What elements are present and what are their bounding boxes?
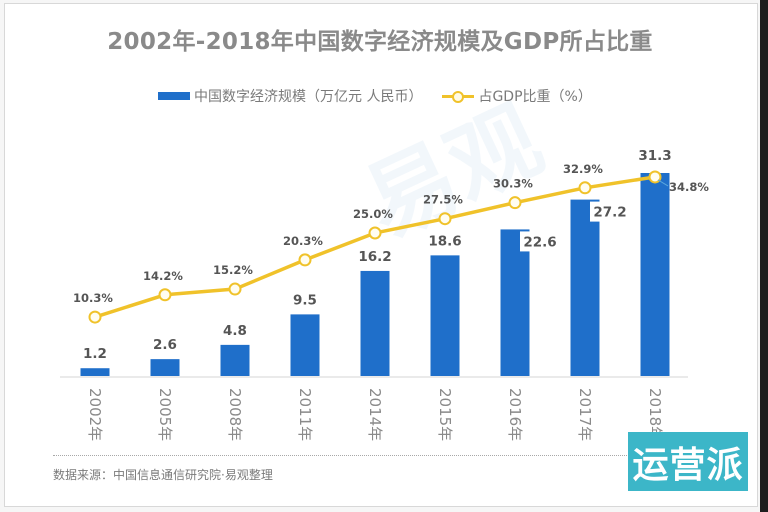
line-value-label: 10.3%: [73, 291, 113, 305]
line-point-2008年: [228, 282, 242, 296]
bar-value-label: 31.3: [638, 148, 671, 164]
bar-2011年: [290, 314, 320, 376]
line-point-2005年: [158, 288, 172, 302]
bar-2018年: [640, 173, 670, 376]
line-value-label: 25.0%: [353, 207, 393, 221]
legend-bar-swatch: [158, 92, 190, 100]
chart-frame: [4, 3, 758, 507]
line-point-2016年: [508, 196, 522, 210]
bar-2015年: [430, 255, 460, 376]
line-value-label: 20.3%: [283, 234, 323, 248]
line-point-2017年: [578, 181, 592, 195]
bar-value-label: 18.6: [428, 233, 461, 249]
x-tick-label: 2005年: [156, 388, 174, 441]
bar-label-bg: [590, 201, 630, 222]
bar-labels: 1.2 2.6 4.8 9.5 16.2 18.6 22.6 27.2 31.3: [83, 148, 672, 362]
x-tick-label: 2002年: [86, 388, 104, 441]
legend-line-label: 占GDP比重（%）: [478, 89, 592, 105]
legend-line-swatch: [442, 89, 475, 103]
bar-value-label: 16.2: [358, 249, 391, 265]
line-markers: [88, 170, 662, 324]
line-point-2015年: [438, 212, 452, 226]
bar-value-label: 1.2: [83, 346, 107, 362]
line-value-label: 30.3%: [493, 177, 533, 191]
bar-2005年: [150, 359, 180, 376]
chart-title: 2002年-2018年中国数字经济规模及GDP所占比重: [107, 29, 653, 55]
x-tick-label: 2011年: [296, 388, 314, 441]
bar-label-bg: [520, 231, 560, 252]
footer-divider: [53, 455, 693, 456]
line-value-label: 32.9%: [563, 162, 603, 176]
line-value-label: 14.2%: [143, 269, 183, 283]
line-labels: 10.3% 14.2% 15.2% 20.3% 25.0% 27.5% 30.3% 32.9%…: [73, 162, 709, 305]
bar-value-label: 4.8: [223, 323, 247, 339]
x-tick-label: 2018年: [646, 388, 664, 441]
line-point-2018年: [648, 170, 662, 184]
line-point-2014年: [368, 226, 382, 240]
bar-value-label: 2.6: [153, 337, 177, 353]
x-tick-label: 2014年: [366, 388, 384, 441]
legend: 中国数字经济规模（万亿元 人民币） 占GDP比重（%）: [158, 86, 592, 106]
leader-line: [657, 179, 669, 187]
line-value-label: 34.8%: [669, 180, 709, 194]
bar-2016年: [500, 229, 530, 376]
x-tick-labels: 2002年 2005年 2008年 2011年 2014年 2015年 2016年 2017年…: [86, 388, 664, 441]
bar-2008年: [220, 344, 250, 376]
x-tick-label: 2017年: [576, 388, 594, 441]
bar-series: [80, 173, 670, 376]
x-tick-label: 2015年: [436, 388, 454, 441]
legend-bar-label: 中国数字经济规模（万亿元 人民币）: [194, 89, 423, 105]
bar-value-label: 22.6: [523, 234, 556, 250]
brand-logo: 运营派: [628, 432, 748, 491]
line-value-label: 15.2%: [213, 263, 253, 277]
x-tick-label: 2008年: [226, 388, 244, 441]
x-tick-label: 2016年: [506, 388, 524, 441]
bar-2002年: [80, 368, 110, 376]
bar-2017年: [570, 199, 600, 376]
bar-value-label: 9.5: [293, 292, 317, 308]
bar-value-label: 27.2: [593, 205, 626, 221]
bar-2014年: [360, 270, 390, 376]
line-value-label: 27.5%: [423, 193, 463, 207]
data-source-note: 数据来源：中国信息通信研究院·易观整理: [53, 468, 273, 482]
line-point-2011年: [298, 253, 312, 267]
line-point-2002年: [88, 310, 102, 324]
